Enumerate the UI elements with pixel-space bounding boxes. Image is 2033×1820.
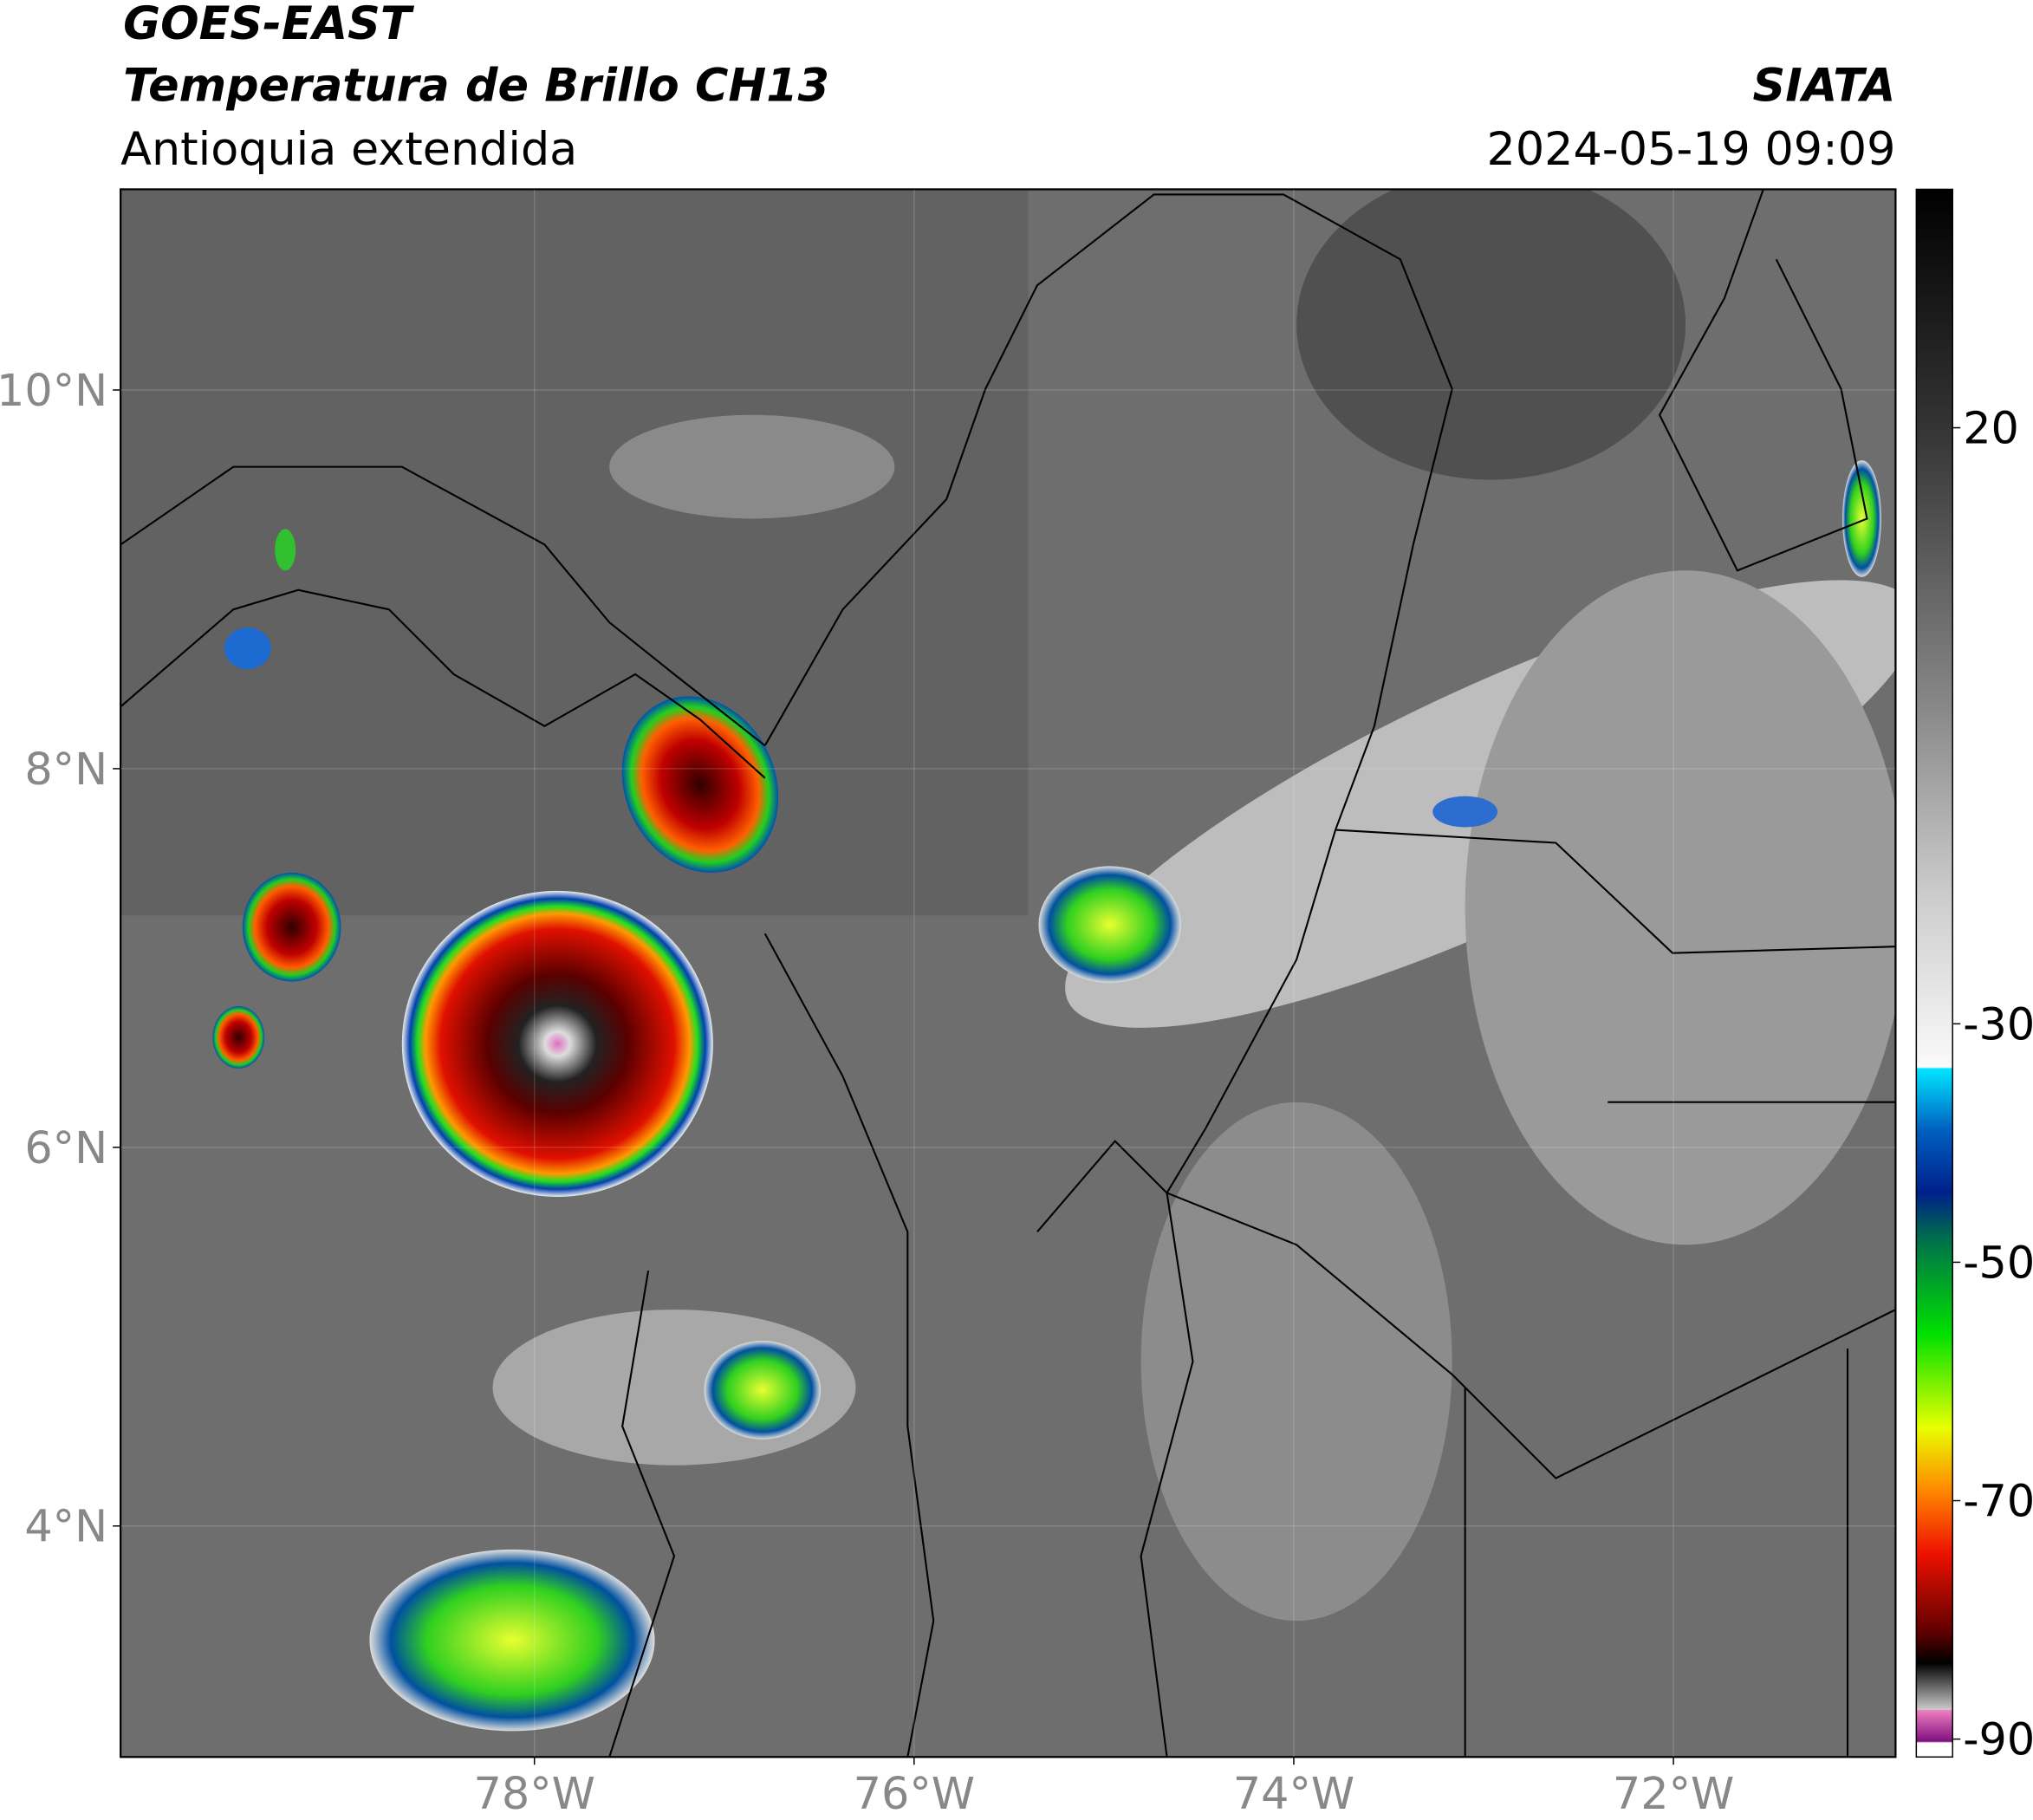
colorbar-tick-label: -50 (1963, 1237, 2033, 1288)
lat-tick-label: 4°N (24, 1501, 107, 1552)
colorbar-tick-label: 20 (1963, 403, 2019, 454)
lon-tick-label: 74°W (1233, 1768, 1354, 1819)
lon-tick-label: 76°W (854, 1768, 975, 1819)
title: GOES-EAST (123, 0, 415, 50)
lat-tick-label: 10°N (0, 365, 107, 416)
source: SIATA (1753, 60, 1896, 113)
colorbar-tick-label: -30 (1963, 998, 2033, 1050)
region: Antioquia extendida (120, 123, 577, 176)
lon-tick-label: 72°W (1613, 1768, 1734, 1819)
map-frame (120, 188, 1897, 1758)
lon-tick-label: 78°W (473, 1768, 594, 1819)
satellite-image (120, 189, 1896, 1758)
colorbar (1915, 188, 1953, 1758)
lat-tick-label: 8°N (24, 744, 107, 795)
datetime: 2024-05-19 09:09 (1487, 123, 1896, 176)
subtitle: Temperatura de Brillo CH13 (123, 60, 829, 113)
colorbar-tick-label: -70 (1963, 1475, 2033, 1526)
lat-tick-label: 6°N (24, 1122, 107, 1173)
colorbar-tick-label: -90 (1963, 1714, 2033, 1765)
